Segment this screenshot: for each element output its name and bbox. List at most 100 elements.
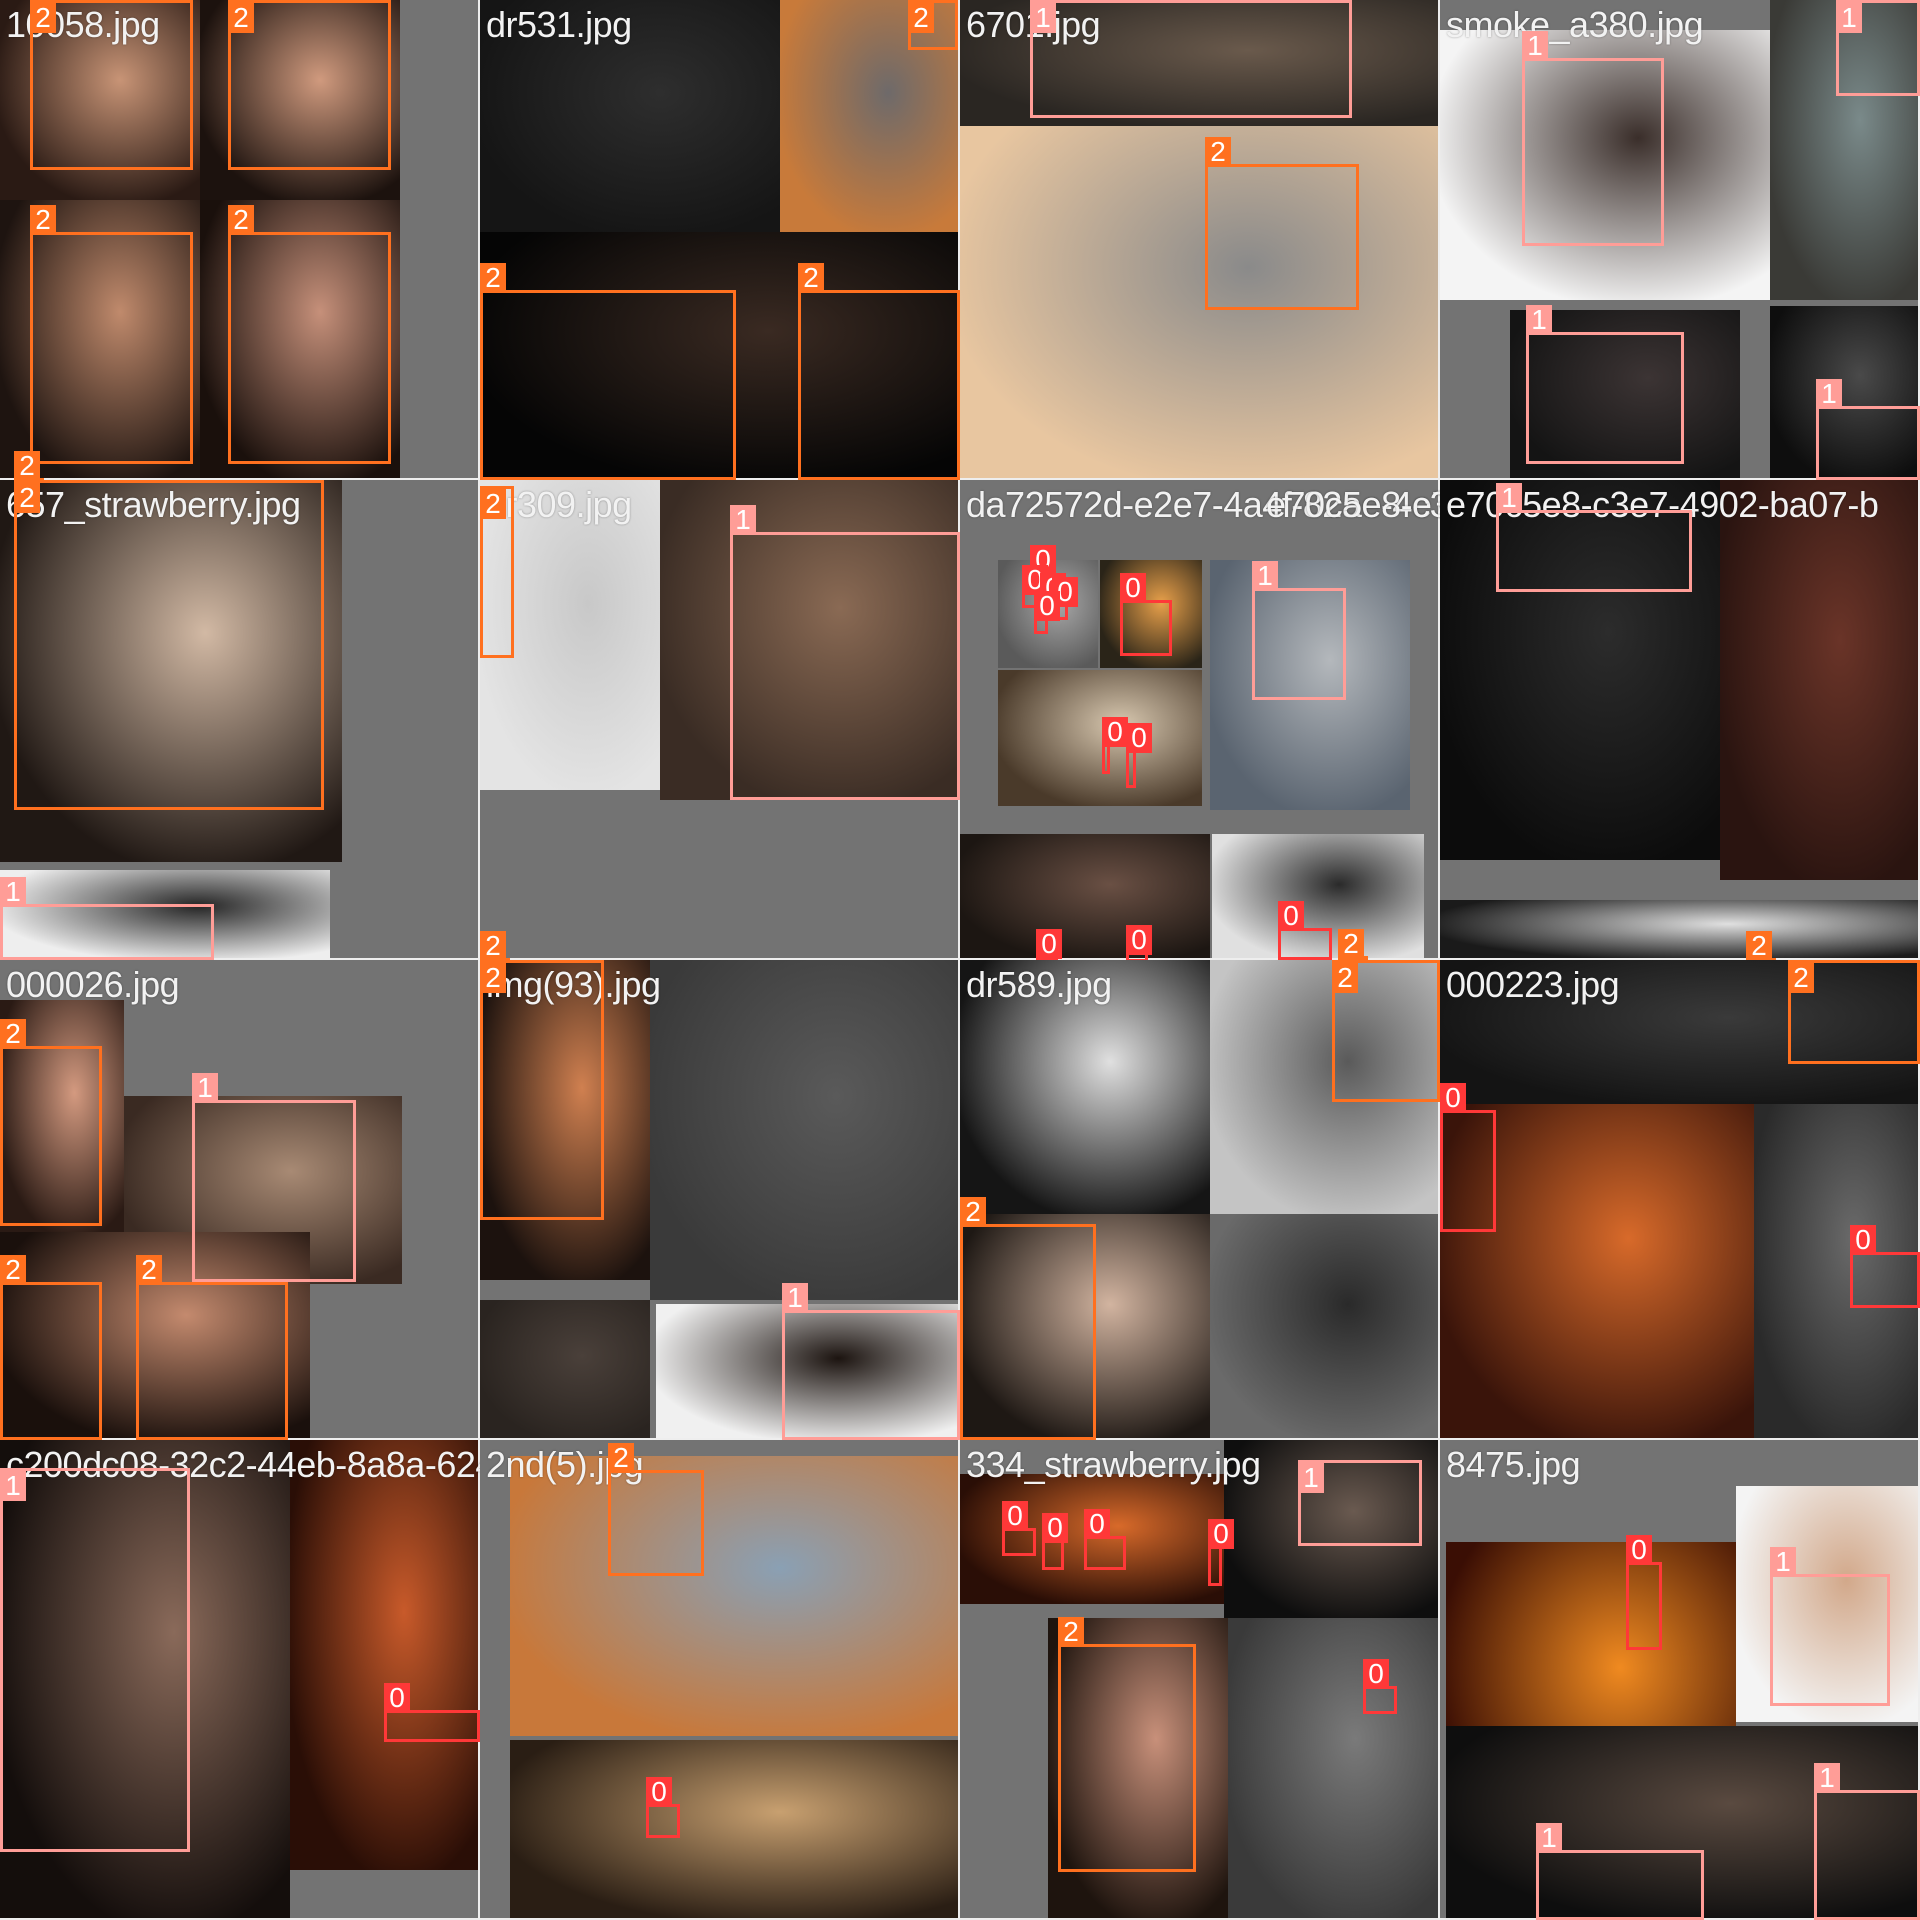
- photo-fragment: [480, 0, 780, 232]
- class-label: 2: [480, 489, 506, 519]
- detection-box-class-1: 1: [1816, 379, 1920, 480]
- class-label: 0: [384, 1683, 410, 1713]
- tile-filename-overlap: e70c5e8-c3e7-4902-ba07-b: [1266, 484, 1440, 525]
- photo-fragment: [1446, 1726, 1920, 1920]
- detection-box-class-0: 0: [384, 1683, 480, 1742]
- class-label: 0: [1102, 717, 1128, 747]
- detection-box-class-2: 2: [480, 486, 514, 658]
- class-label: 2: [228, 3, 254, 33]
- class-label: 0: [1626, 1535, 1652, 1565]
- class-label: 2: [1205, 137, 1231, 167]
- detection-box-class-2: 2: [14, 480, 324, 810]
- class-label: 1: [192, 1073, 218, 1103]
- class-label: 0: [1120, 573, 1146, 603]
- detection-box-class-1: 1: [1526, 305, 1684, 464]
- mosaic-tile: 10058.jpg 2 2 2 2 2: [0, 0, 480, 480]
- class-label: 1: [1816, 379, 1842, 409]
- class-label: 2: [228, 205, 254, 235]
- photo-fragment: [1440, 1104, 1754, 1440]
- class-label: 0: [1440, 1083, 1466, 1113]
- detection-box-class-1: 1: [1496, 483, 1692, 592]
- detection-box-class-1: 1: [1814, 1763, 1920, 1920]
- class-label: 0: [1084, 1509, 1110, 1539]
- mosaic-tile: e70c5e8-c3e7-4902-ba07-b 1 2: [1440, 480, 1920, 960]
- detection-box-class-1: 1: [1030, 0, 1352, 118]
- mosaic-tile: 8475.jpg 0 1 1 1: [1440, 1440, 1920, 1920]
- tile-filename: 8475.jpg: [1446, 1444, 1581, 1485]
- photo-fragment: [656, 1304, 960, 1440]
- class-label: 2: [1058, 1617, 1084, 1647]
- photo-fragment: [0, 480, 342, 862]
- photo-fragment: [1440, 960, 1920, 1104]
- detection-box-class-2: 2: [608, 1443, 704, 1576]
- photo-fragment: [200, 0, 400, 200]
- photo-fragment: [1210, 1214, 1440, 1440]
- class-label: 0: [1363, 1659, 1389, 1689]
- class-label: 0: [1002, 1501, 1028, 1531]
- class-label: 0: [1126, 723, 1152, 753]
- photo-fragment: [1210, 560, 1410, 810]
- class-label: 2: [480, 263, 506, 293]
- tile-filename: c200dc08-32c2-44eb-8a8a-624c7fd21ddf.jpg: [6, 1444, 480, 1485]
- class-label: 1: [730, 505, 756, 535]
- detection-box-class-2: 2: [1332, 960, 1440, 1102]
- detection-box-class-0: 0: [1363, 1659, 1397, 1714]
- photo-fragment: [1770, 306, 1920, 480]
- tile-filename: 000026.jpg: [6, 964, 180, 1005]
- class-label: 2: [30, 205, 56, 235]
- photo-fragment: [650, 960, 960, 1300]
- detection-box-class-1: 1: [1252, 561, 1346, 700]
- detection-box-class-2: 2: [1058, 1617, 1196, 1872]
- class-label: 1: [782, 1283, 808, 1313]
- detection-box-class-2: 2: [960, 1197, 1096, 1440]
- mosaic-tile: dr309.jpg 2 1 2: [480, 480, 960, 960]
- class-label: 1: [1536, 1823, 1562, 1853]
- class-label: 2: [14, 451, 40, 480]
- photo-fragment: [1210, 960, 1440, 1214]
- photo-fragment: [960, 960, 1210, 1214]
- class-label: 2: [1746, 931, 1772, 960]
- mosaic-tile: 000026.jpg 2 1 2 2: [0, 960, 480, 1440]
- tile-filename: da72572d-e2e7-4a4f-82ae-4e763b967367.jpg: [966, 484, 1440, 525]
- mosaic-tile: c200dc08-32c2-44eb-8a8a-624c7fd21ddf.jpg…: [0, 1440, 480, 1920]
- detection-box-class-0: 0: [1126, 925, 1152, 960]
- detection-box-class-2: 2: [14, 451, 44, 480]
- class-label: 1: [1252, 561, 1278, 591]
- photo-fragment: [510, 1456, 960, 1736]
- detection-box-class-2: 2: [1205, 137, 1359, 310]
- class-label: 1: [1814, 1763, 1840, 1793]
- mosaic-tile: 2nd(5).jpg 2 0: [480, 1440, 960, 1920]
- photo-fragment: [960, 1214, 1210, 1440]
- photo-fragment: [1440, 900, 1920, 960]
- detection-box-class-1: 1: [0, 1468, 190, 1852]
- detection-box-class-0: 0: [1002, 1501, 1036, 1556]
- class-label: 2: [0, 1255, 26, 1285]
- photo-fragment: [200, 200, 400, 480]
- photo-fragment: [780, 0, 960, 232]
- detection-box-class-2: 2: [30, 205, 193, 464]
- class-label: 0: [1034, 591, 1060, 621]
- photo-fragment: [480, 960, 650, 1280]
- detection-box-class-2: 2: [480, 931, 510, 960]
- detection-box-class-1: 1: [1522, 31, 1664, 246]
- photo-fragment: [0, 0, 200, 200]
- photo-fragment: [960, 834, 1210, 960]
- mosaic-tile: dr589.jpg 2 2: [960, 960, 1440, 1440]
- tile-filename: dr589.jpg: [966, 964, 1112, 1005]
- photo-fragment: [1510, 310, 1740, 480]
- photo-fragment: [1720, 480, 1920, 880]
- tile-filename: 334_strawberry.jpg: [966, 1444, 1261, 1485]
- detection-box-class-2: 2: [0, 1255, 102, 1440]
- photo-fragment: [1224, 1440, 1440, 1618]
- mosaic-tile: smoke_a380.jpg 1 1 1 1: [1440, 0, 1920, 480]
- detection-box-class-0: 0: [1626, 1535, 1662, 1650]
- detection-box-class-1: 1: [1536, 1823, 1704, 1920]
- mosaic-tile: 657_strawberry.jpg 2 1: [0, 480, 480, 960]
- detection-box-class-0: 0: [1208, 1519, 1234, 1586]
- class-label: 0: [1126, 925, 1152, 955]
- photo-fragment: [290, 1440, 480, 1870]
- photo-fragment: [1440, 480, 1720, 860]
- detection-box-class-2: 2: [908, 0, 958, 50]
- mosaic-tile: da72572d-e2e7-4a4f-82ae-4e763b967367.jpg…: [960, 480, 1440, 960]
